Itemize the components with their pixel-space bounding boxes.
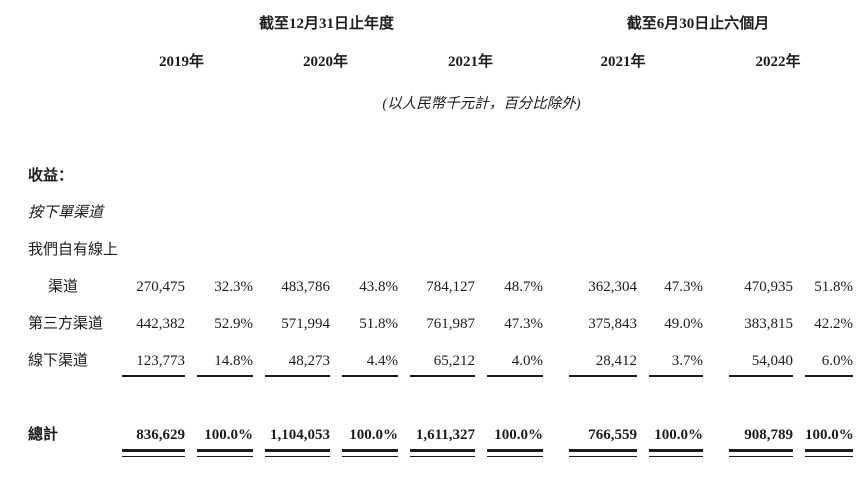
- caption-six-months-jun30: 截至6月30日止六個月: [626, 16, 770, 32]
- total-value: 1,611,327: [415, 427, 475, 443]
- pct-cell: 14.8%: [197, 351, 253, 377]
- pct-cell: 52.9%: [214, 316, 253, 332]
- value-cell: 65,212: [410, 351, 475, 377]
- row-label-third-party: 第三方渠道: [28, 316, 104, 332]
- total-pct: 100.0%: [654, 427, 703, 443]
- pct-cell: 48.7%: [504, 279, 543, 295]
- spacer: [28, 377, 853, 425]
- double-rule: [265, 449, 330, 457]
- value-cell: 784,127: [426, 279, 475, 295]
- total-value-cell: 908,789: [729, 425, 793, 457]
- spacer: [28, 223, 853, 240]
- total-pct: 100.0%: [494, 427, 543, 443]
- spacer: [28, 72, 853, 94]
- pct-cell: 47.3%: [664, 279, 703, 295]
- pct-cell: 49.0%: [664, 316, 703, 332]
- value-cell: 470,935: [744, 279, 793, 295]
- total-value-cell: 1,611,327: [410, 425, 475, 457]
- total-pct-cell: 100.0%: [649, 425, 703, 457]
- total-pct: 100.0%: [204, 427, 253, 443]
- pct-cell: 3.7%: [649, 351, 703, 377]
- total-value-cell: 836,629: [122, 425, 185, 457]
- year-2019-header: 2019年: [158, 54, 204, 70]
- double-rule: [122, 449, 185, 457]
- spacer: [28, 297, 853, 314]
- pct-cell: 42.2%: [814, 316, 853, 332]
- double-rule: [410, 449, 475, 457]
- year-2021-interim-header: 2021年: [600, 54, 646, 70]
- double-rule: [487, 449, 543, 457]
- group-title-by-order-channel: 按下單渠道: [28, 205, 104, 221]
- value-cell: 483,786: [281, 279, 330, 295]
- value-cell: 54,040: [729, 351, 793, 377]
- pct-cell: 4.0%: [487, 351, 543, 377]
- row-label-offline: 線下渠道: [28, 353, 89, 369]
- total-value: 908,789: [744, 427, 793, 443]
- double-rule: [197, 449, 253, 457]
- value-cell: 761,987: [426, 316, 475, 332]
- value-cell: 375,843: [588, 316, 637, 332]
- total-pct-cell: 100.0%: [342, 425, 398, 457]
- value-cell: 442,382: [136, 316, 185, 332]
- value-cell: 48,273: [265, 351, 330, 377]
- double-rule: [569, 449, 637, 457]
- total-value-cell: 766,559: [569, 425, 637, 457]
- year-2021-header: 2021年: [447, 54, 493, 70]
- double-rule: [805, 449, 853, 457]
- double-rule: [649, 449, 703, 457]
- total-pct: 100.0%: [349, 427, 398, 443]
- double-rule: [342, 449, 398, 457]
- row-label-own-online: 我們自有線上: [28, 242, 119, 258]
- spacer: [28, 186, 853, 203]
- total-value-cell: 1,104,053: [265, 425, 330, 457]
- total-pct-cell: 100.0%: [487, 425, 543, 457]
- spacer: [28, 114, 853, 166]
- year-2022-interim-header: 2022年: [755, 54, 801, 70]
- section-title-revenue: 收益：: [28, 168, 74, 184]
- pct-cell: 32.3%: [214, 279, 253, 295]
- pct-cell: 51.8%: [814, 279, 853, 295]
- financial-table: 截至12月31日止年度 截至6月30日止六個月 2019年 2020年 2021…: [28, 14, 854, 457]
- value-cell: 28,412: [569, 351, 637, 377]
- total-pct-cell: 100.0%: [805, 425, 854, 457]
- value-cell: 362,304: [588, 279, 637, 295]
- row-label-channels: 渠道: [48, 279, 79, 295]
- pct-cell: 6.0%: [805, 351, 853, 377]
- total-pct: 100.0%: [805, 427, 854, 443]
- pct-cell: 43.8%: [359, 279, 398, 295]
- value-cell: 383,815: [744, 316, 793, 332]
- pct-cell: 47.3%: [504, 316, 543, 332]
- pct-cell: 51.8%: [359, 316, 398, 332]
- year-2020-header: 2020年: [302, 54, 348, 70]
- caption-year-ended-dec31: 截至12月31日止年度: [258, 16, 394, 32]
- spacer: [28, 34, 853, 52]
- total-label: 總計: [28, 427, 59, 443]
- total-value: 1,104,053: [270, 427, 330, 443]
- spacer: [28, 334, 853, 351]
- total-value: 836,629: [136, 427, 185, 443]
- value-cell: 571,994: [281, 316, 330, 332]
- total-pct-cell: 100.0%: [197, 425, 253, 457]
- unit-note: (以人民幣千元計，百分比除外): [382, 96, 581, 112]
- total-value: 766,559: [588, 427, 637, 443]
- double-rule: [729, 449, 793, 457]
- document-page: 截至12月31日止年度 截至6月30日止六個月 2019年 2020年 2021…: [28, 14, 854, 457]
- pct-cell: 4.4%: [342, 351, 398, 377]
- spacer: [28, 260, 853, 277]
- value-cell: 123,773: [122, 351, 185, 377]
- value-cell: 270,475: [136, 279, 185, 295]
